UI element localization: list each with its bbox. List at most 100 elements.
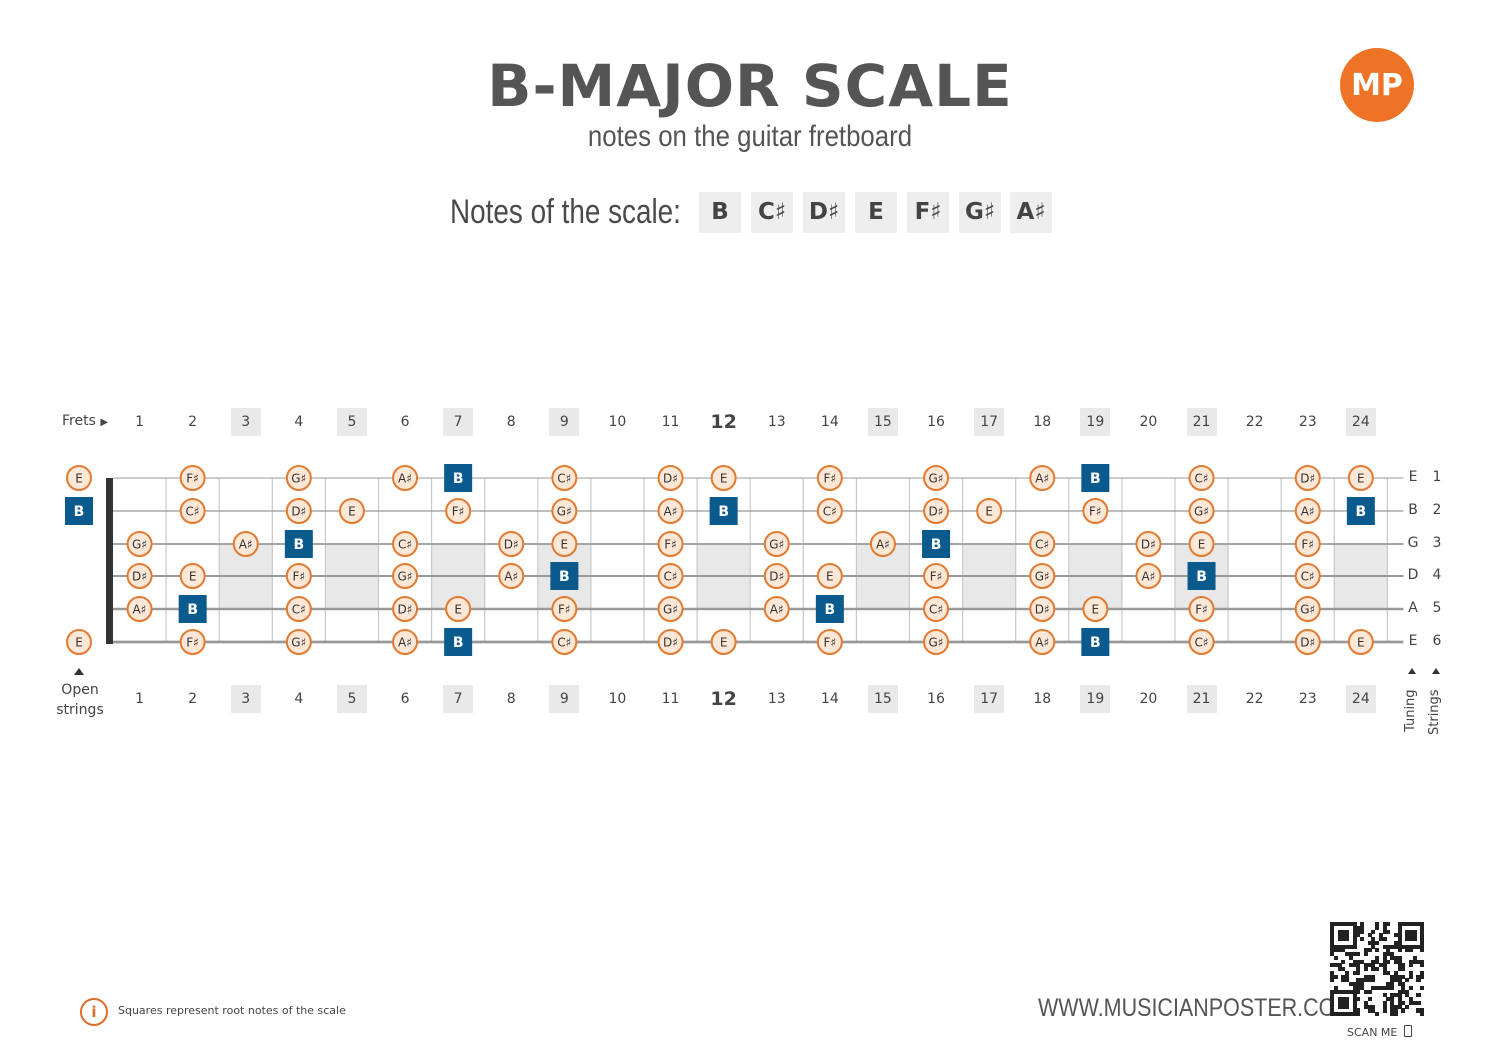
note-marker — [285, 629, 312, 655]
note-label: G♯ — [1300, 603, 1315, 617]
tuning-label: Tuning — [1403, 689, 1418, 732]
qr-module — [1360, 922, 1365, 927]
qr-module — [1375, 959, 1380, 964]
note-marker — [1188, 531, 1215, 557]
qr-module — [1420, 925, 1425, 930]
note-marker — [1294, 498, 1321, 524]
qr-module — [1337, 1004, 1342, 1009]
qr-module — [1375, 967, 1380, 972]
note-label: E — [454, 603, 462, 617]
qr-module — [1352, 933, 1357, 938]
root-note-marker — [444, 464, 473, 492]
qr-module — [1371, 1008, 1376, 1013]
note-label: A♯ — [504, 570, 518, 584]
tuning-note: E — [1408, 633, 1418, 649]
note-label: F♯ — [664, 538, 677, 552]
note-label: A♯ — [239, 538, 253, 552]
qr-module — [1367, 1004, 1372, 1009]
qr-module — [1360, 929, 1365, 934]
qr-module — [1397, 967, 1402, 972]
phone-icon — [1403, 1025, 1412, 1037]
qr-module — [1356, 989, 1361, 994]
website-link[interactable]: WWW.MUSICIANPOSTER.COM — [1038, 994, 1354, 1022]
fret-number: 7 — [443, 685, 474, 713]
qr-module — [1416, 944, 1421, 949]
qr-module — [1401, 985, 1406, 990]
qr-module — [1356, 929, 1361, 934]
qr-module — [1420, 948, 1425, 953]
note-marker — [1188, 629, 1215, 655]
note-label: C♯ — [1301, 570, 1315, 584]
qr-module — [1390, 1000, 1395, 1005]
note-marker — [657, 465, 684, 491]
qr-module — [1333, 922, 1338, 927]
fret-number: 11 — [661, 691, 680, 707]
root-note-marker — [178, 595, 207, 623]
qr-module — [1337, 1000, 1342, 1005]
qr-module — [1337, 944, 1342, 949]
note-marker — [126, 531, 153, 557]
qr-module — [1330, 1008, 1335, 1013]
note-marker — [179, 498, 206, 524]
qr-module — [1371, 978, 1376, 983]
note-marker — [66, 629, 92, 655]
qr-module — [1356, 967, 1361, 972]
qr-module — [1378, 937, 1383, 942]
qr-module — [1341, 1004, 1346, 1009]
note-label: B — [453, 635, 464, 651]
qr-module — [1382, 937, 1387, 942]
open-label-line1: Open — [61, 682, 99, 698]
qr-module — [1382, 925, 1387, 930]
qr-module — [1352, 989, 1357, 994]
qr-module — [1352, 993, 1357, 998]
note-marker — [869, 531, 896, 557]
page-subtitle: notes on the guitar fretboard — [587, 120, 913, 153]
note-label: E — [1198, 538, 1206, 552]
fret-number: 21 — [1186, 408, 1217, 436]
qr-module — [1390, 982, 1395, 987]
frets-label: Frets — [62, 413, 96, 429]
qr-module — [1337, 948, 1342, 953]
fret-number: 20 — [1139, 691, 1158, 707]
brand-logo: MP — [1340, 48, 1414, 122]
note-label: F♯ — [292, 570, 305, 584]
qr-module — [1330, 989, 1335, 994]
fret-number: 13 — [767, 414, 786, 430]
qr-module — [1393, 1004, 1398, 1009]
note-label: A♯ — [133, 603, 147, 617]
fret-number: 14 — [820, 691, 839, 707]
qr-module — [1341, 959, 1346, 964]
qr-module — [1405, 933, 1410, 938]
qr-module — [1337, 989, 1342, 994]
qr-module — [1352, 997, 1357, 1002]
root-note-marker — [709, 497, 738, 525]
qr-module — [1341, 967, 1346, 972]
note-label: A♯ — [398, 636, 412, 650]
note-label: A♯ — [1141, 570, 1155, 584]
qr-module — [1352, 985, 1357, 990]
qr-module — [1390, 974, 1395, 979]
note-marker — [1029, 531, 1056, 557]
qr-module — [1386, 922, 1391, 927]
qr-module — [1405, 937, 1410, 942]
qr-module — [1348, 922, 1353, 927]
qr-module — [1412, 929, 1417, 934]
note-marker — [392, 563, 419, 589]
note-marker — [551, 629, 578, 655]
qr-module — [1367, 948, 1372, 953]
note-label: B — [74, 504, 85, 520]
qr-module — [1363, 1000, 1368, 1005]
note-marker — [1347, 629, 1374, 655]
fret-number: 16 — [927, 414, 945, 430]
qr-module — [1375, 948, 1380, 953]
note-label: G♯ — [291, 472, 306, 486]
qr-module — [1386, 929, 1391, 934]
qr-module — [1352, 1008, 1357, 1013]
note-marker — [126, 596, 153, 622]
root-note-marker — [815, 595, 844, 623]
qr-module — [1367, 989, 1372, 994]
qr-module — [1382, 1004, 1387, 1009]
qr-module — [1341, 933, 1346, 938]
fret-number: 11 — [661, 414, 680, 430]
note-marker — [657, 629, 684, 655]
